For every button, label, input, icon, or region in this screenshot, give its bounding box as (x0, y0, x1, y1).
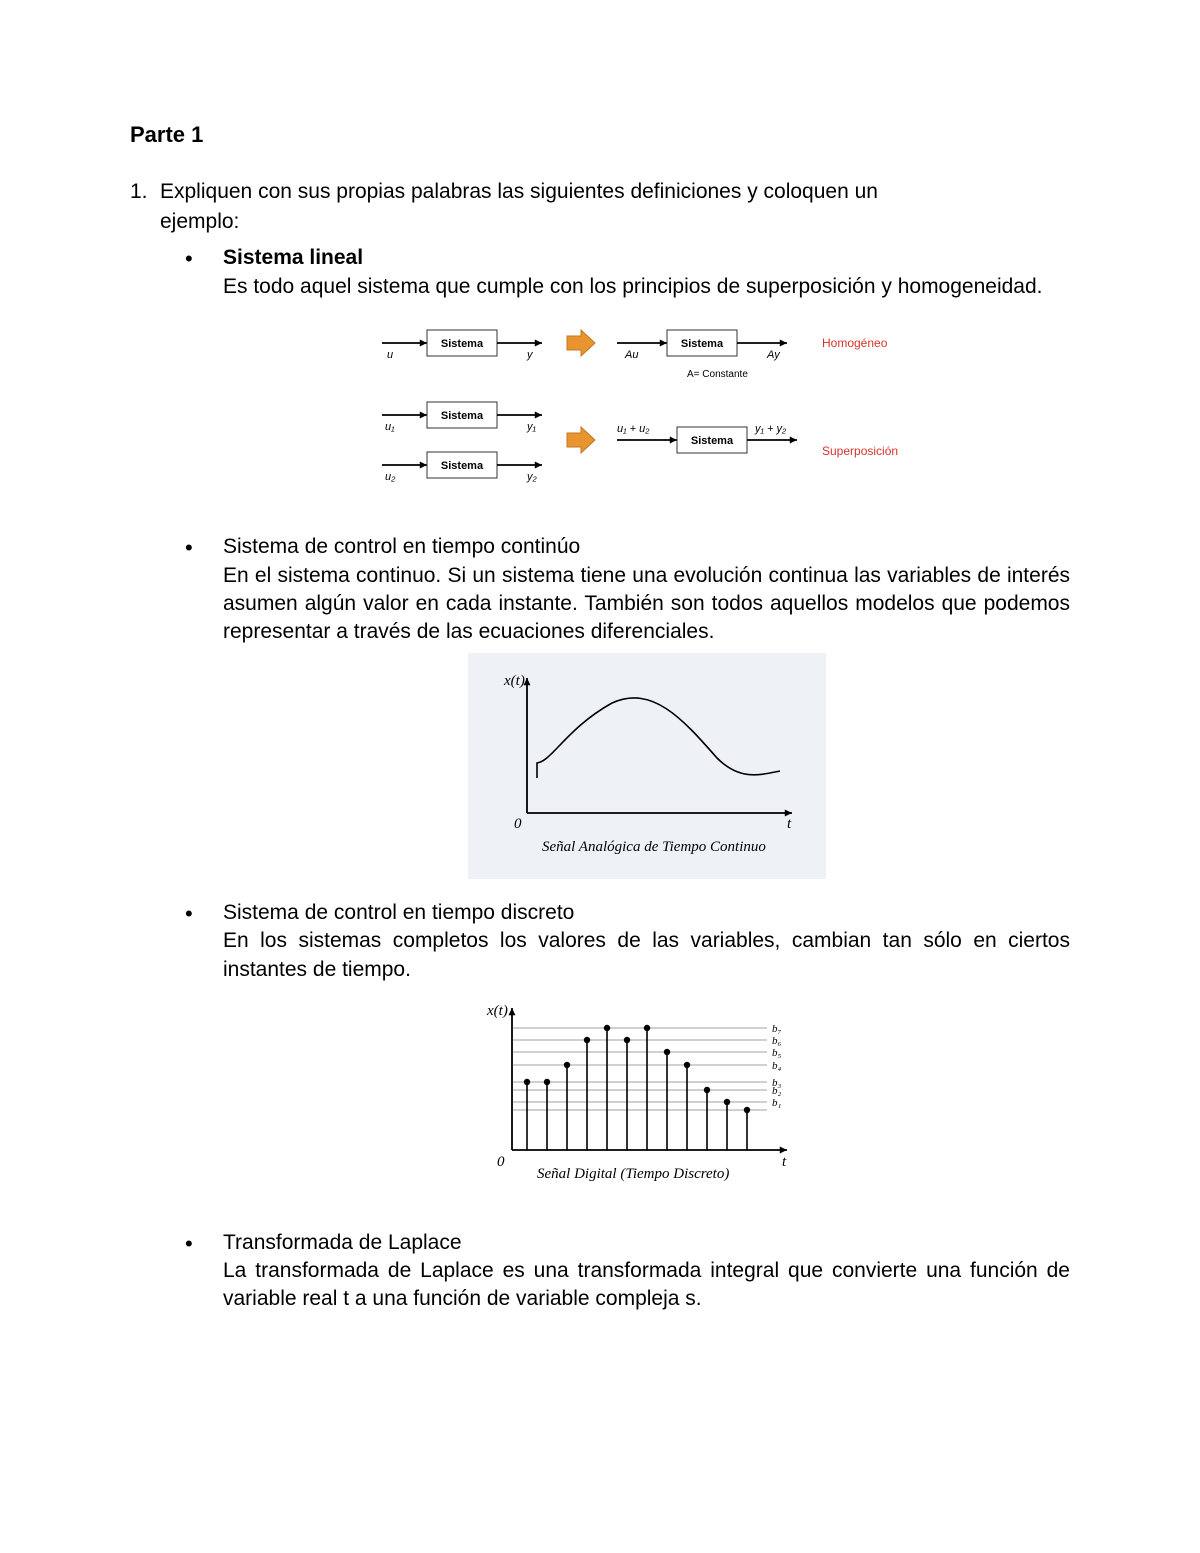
question-text-line2: ejemplo: (160, 208, 1070, 236)
term: Sistema de control en tiempo continúo (223, 535, 580, 558)
svg-text:y₁: y₁ (526, 421, 537, 433)
svg-text:0: 0 (514, 816, 522, 832)
linear-system-diagram: u Sistema y Au Sistema Ay Homogéneo A= Constant… (367, 315, 927, 505)
definition: En el sistema continuo. Si un sistema ti… (223, 562, 1070, 647)
term: Sistema lineal (223, 246, 363, 269)
svg-text:b₇: b₇ (772, 1023, 782, 1035)
definition: En los sistemas completos los valores de… (223, 927, 1070, 984)
svg-text:b₆: b₆ (772, 1035, 782, 1047)
svg-text:0: 0 (497, 1154, 505, 1170)
question-number: 1. (130, 178, 160, 206)
definition: Es todo aquel sistema que cumple con los… (223, 273, 1070, 301)
figure-box: x(t) t 0 Señal Analógica de Tiempo Continuo (468, 653, 826, 879)
figure-linear-system: u Sistema y Au Sistema Ay Homogéneo A= Constant… (223, 315, 1070, 513)
continuous-signal-diagram: x(t) t 0 Señal Analógica de Tiempo Continuo (482, 663, 812, 863)
figure-discrete-time: x(t)t0b₁b₂b₃b₄b₅b₆b₇Señal Digital (Tiemp… (223, 990, 1070, 1208)
definition-item: Transformada de Laplace La transformada … (185, 1229, 1070, 1314)
svg-text:Superposición: Superposición (822, 444, 898, 458)
svg-text:Sistema: Sistema (440, 338, 483, 350)
discrete-signal-diagram: x(t)t0b₁b₂b₃b₄b₅b₆b₇Señal Digital (Tiemp… (467, 990, 827, 1200)
svg-text:Sistema: Sistema (440, 460, 483, 472)
svg-text:t: t (782, 1154, 787, 1170)
page: Parte 1 1. Expliquen con sus propias pal… (0, 0, 1200, 1553)
definition-item: Sistema lineal Es todo aquel sistema que… (185, 244, 1070, 513)
svg-text:u₁: u₁ (385, 421, 395, 433)
svg-text:b₄: b₄ (772, 1060, 782, 1072)
svg-text:Sistema: Sistema (690, 435, 733, 447)
definitions-list: Sistema lineal Es todo aquel sistema que… (185, 244, 1070, 1313)
svg-text:y: y (526, 349, 534, 361)
svg-text:t: t (787, 816, 792, 832)
svg-text:b₁: b₁ (772, 1097, 782, 1109)
svg-text:Señal Digital (Tiempo Discreto: Señal Digital (Tiempo Discreto) (537, 1166, 729, 1182)
question-row: 1. Expliquen con sus propias palabras la… (130, 178, 1070, 206)
svg-text:Ay: Ay (766, 349, 781, 361)
svg-text:b₅: b₅ (772, 1047, 782, 1059)
svg-text:x(t): x(t) (486, 1003, 508, 1019)
svg-text:Señal Analógica de Tiempo Cont: Señal Analógica de Tiempo Continuo (542, 839, 766, 855)
svg-text:b₃: b₃ (772, 1077, 782, 1089)
section-heading: Parte 1 (130, 120, 1070, 150)
question-text-line1: Expliquen con sus propias palabras las s… (160, 178, 1070, 206)
svg-text:y₁ + y₂: y₁ + y₂ (754, 423, 787, 435)
term: Sistema de control en tiempo discreto (223, 901, 574, 924)
svg-text:A= Constante: A= Constante (687, 369, 748, 380)
svg-text:u₁ + u₂: u₁ + u₂ (617, 423, 650, 435)
definition: La transformada de Laplace es una transf… (223, 1257, 1070, 1314)
svg-text:y₂: y₂ (526, 471, 538, 483)
svg-text:Sistema: Sistema (680, 338, 723, 350)
svg-text:Sistema: Sistema (440, 410, 483, 422)
definition-item: Sistema de control en tiempo discreto En… (185, 899, 1070, 1208)
svg-text:u₂: u₂ (385, 471, 396, 483)
term: Transformada de Laplace (223, 1231, 462, 1254)
figure-continuous-time: x(t) t 0 Señal Analógica de Tiempo Continuo (223, 653, 1070, 879)
svg-text:u: u (387, 349, 393, 361)
svg-text:x(t): x(t) (503, 673, 525, 689)
definition-item: Sistema de control en tiempo continúo En… (185, 533, 1070, 879)
svg-text:Homogéneo: Homogéneo (822, 336, 888, 350)
svg-text:Au: Au (624, 349, 638, 361)
